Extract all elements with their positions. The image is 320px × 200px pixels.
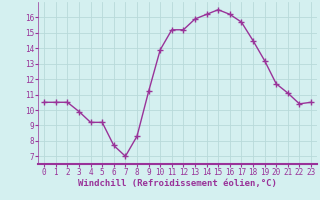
- X-axis label: Windchill (Refroidissement éolien,°C): Windchill (Refroidissement éolien,°C): [78, 179, 277, 188]
